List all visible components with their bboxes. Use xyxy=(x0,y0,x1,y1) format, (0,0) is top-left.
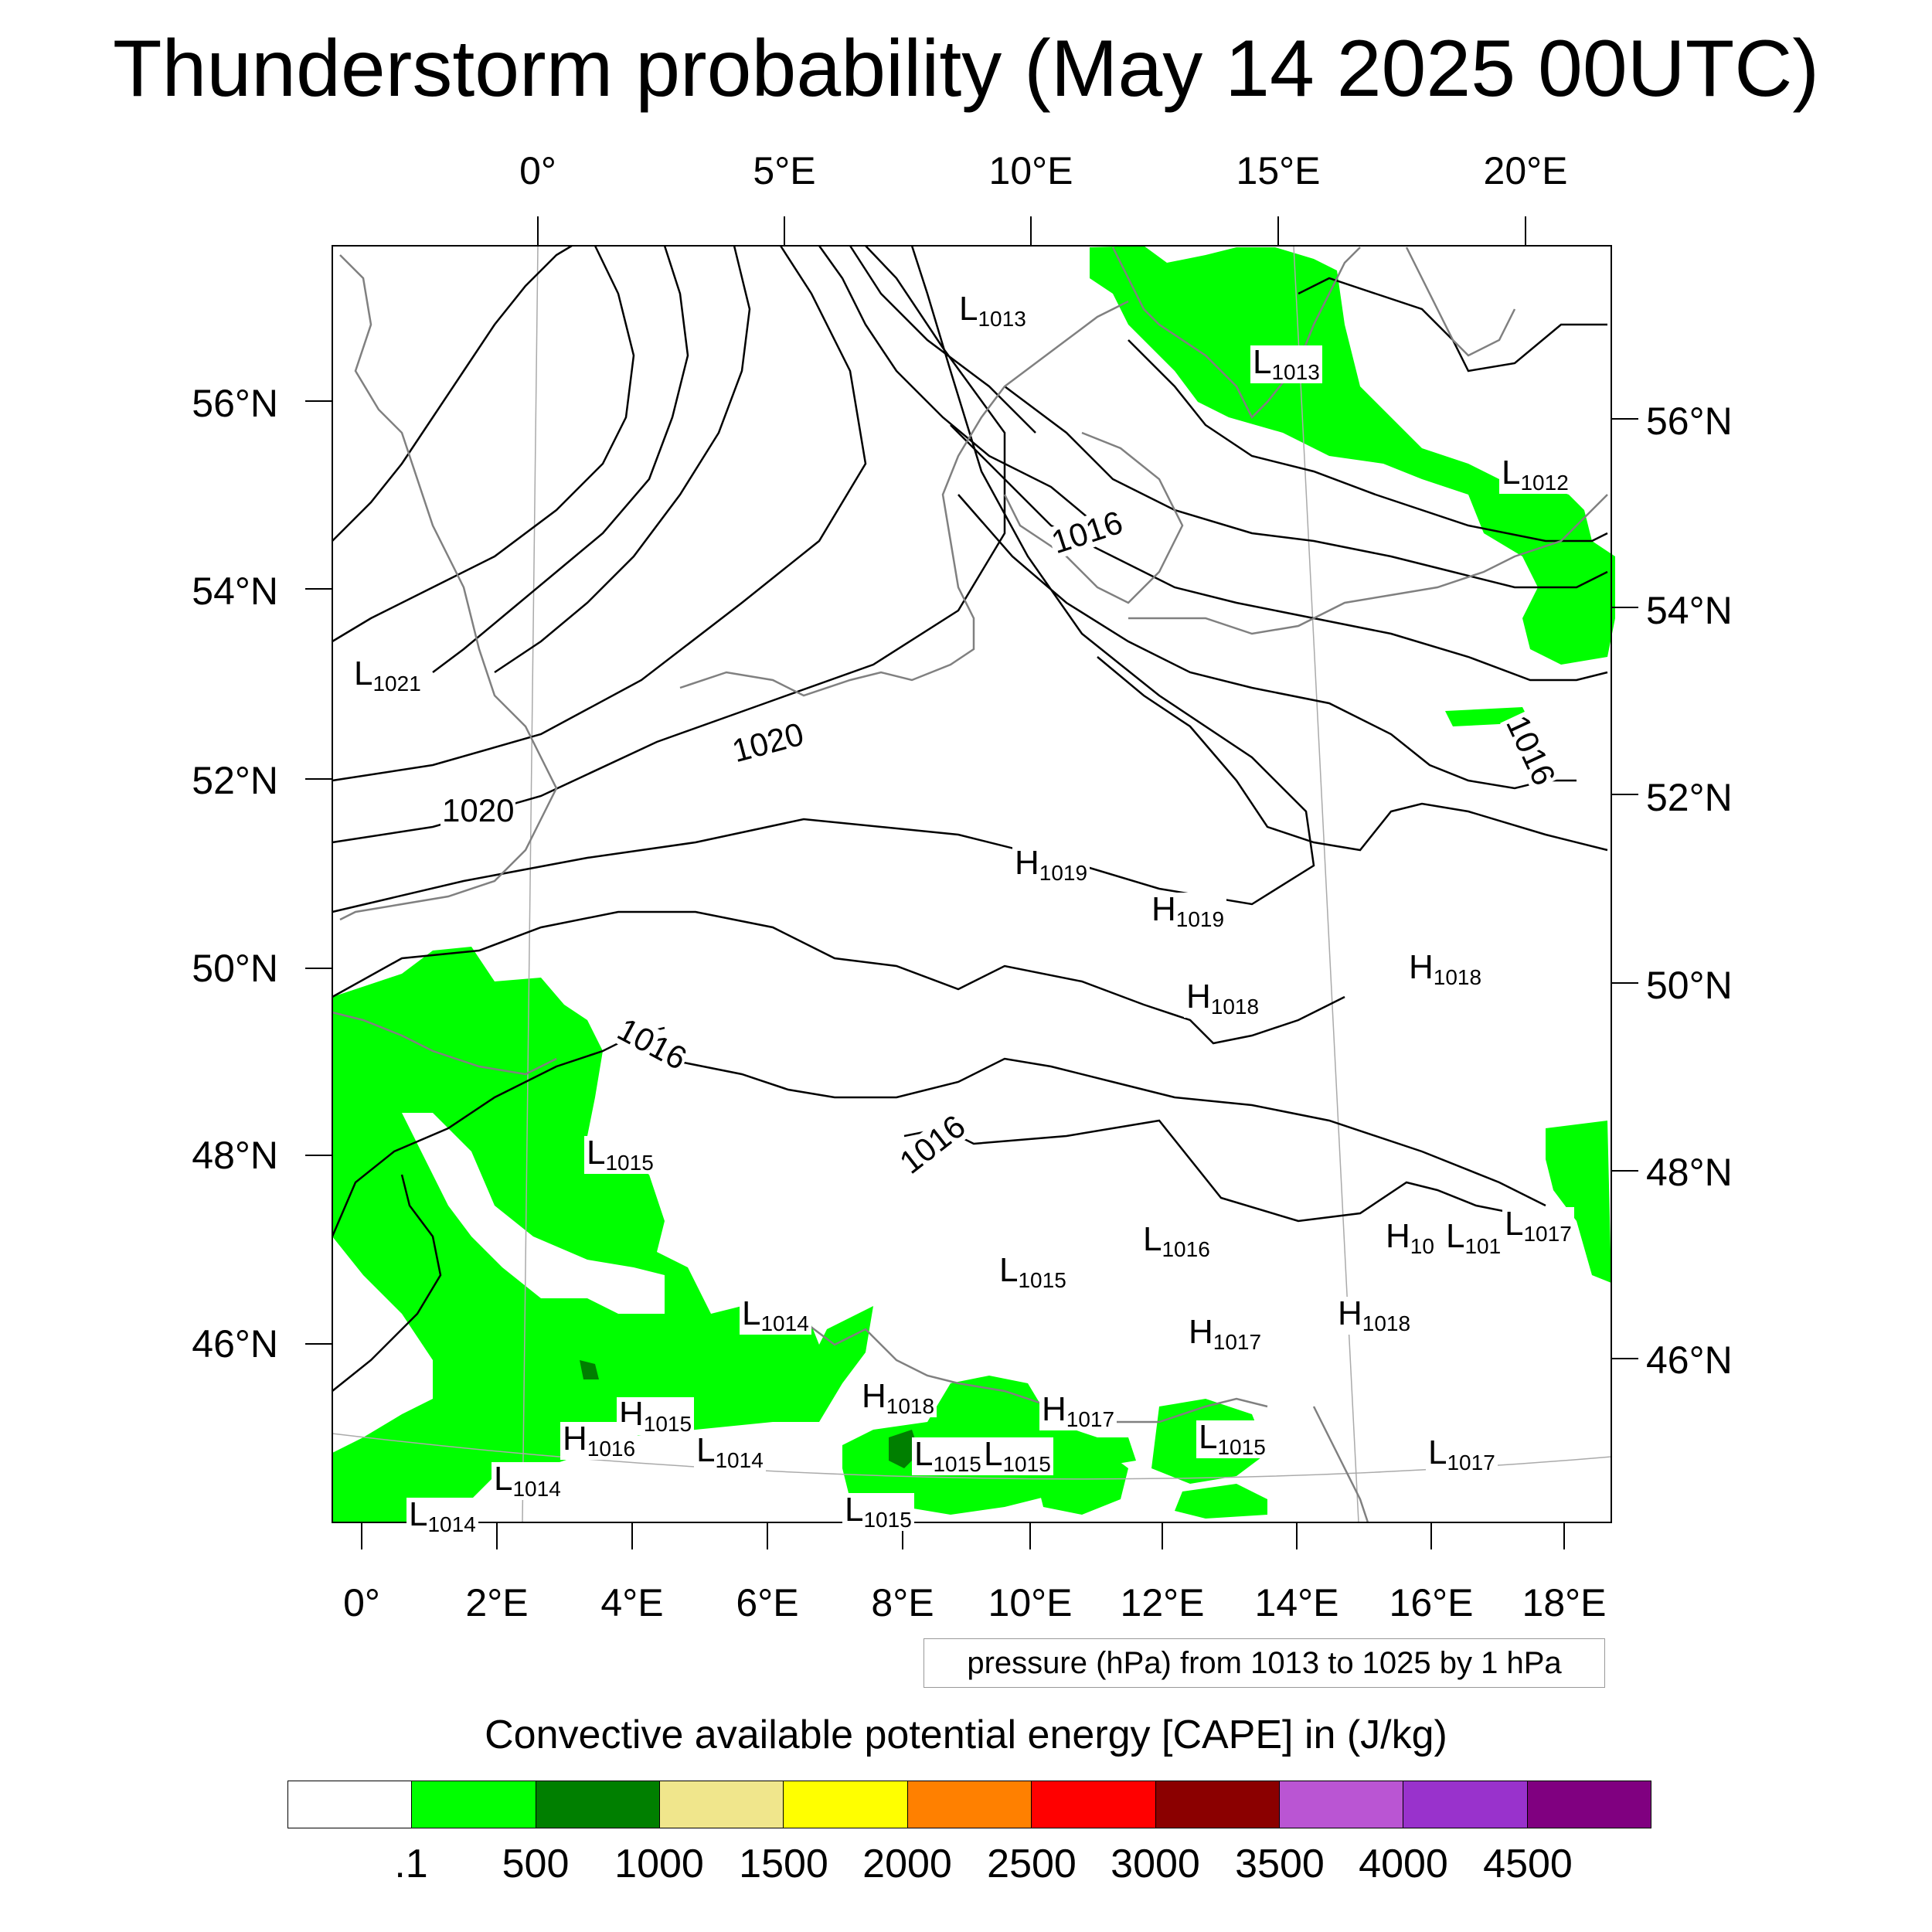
pressure-center-label: H1016 xyxy=(560,1422,638,1460)
tick-label: 52°N xyxy=(192,759,278,802)
tick-label: 50°N xyxy=(1646,964,1733,1007)
pressure-center-label: L1015 xyxy=(1196,1420,1268,1458)
colorbar-label: 2000 xyxy=(862,1842,952,1886)
pressure-center-label: L1015 xyxy=(842,1493,914,1531)
cape-area-west xyxy=(332,947,873,1522)
colorbar-swatch xyxy=(784,1781,908,1828)
colorbar-label: 3500 xyxy=(1235,1842,1325,1886)
colorbar-label: 4000 xyxy=(1359,1842,1448,1886)
pressure-center-label: L1015 xyxy=(912,1437,984,1475)
colorbar-swatch xyxy=(907,1781,1032,1828)
tick-label: 12°E xyxy=(1120,1581,1205,1624)
pressure-center-label: L1014 xyxy=(406,1498,478,1536)
pressure-center-label: H1018 xyxy=(1406,951,1485,988)
coastlines xyxy=(332,247,1608,1523)
tick-label: 0° xyxy=(343,1581,380,1624)
pressure-center-label: L101 xyxy=(1444,1219,1504,1257)
pressure-center-label: L1014 xyxy=(740,1297,811,1335)
pressure-center-label: L1021 xyxy=(352,657,423,695)
isobars xyxy=(331,244,1608,1392)
tick-label: 10°E xyxy=(988,149,1073,192)
tick-label: 54°N xyxy=(1646,589,1733,632)
map-title: Thunderstorm probability (May 14 2025 00… xyxy=(112,24,1820,114)
colorbar-label: 1000 xyxy=(614,1842,704,1886)
tick-label: 2°E xyxy=(465,1581,529,1624)
pressure-center-label: L1015 xyxy=(584,1136,656,1174)
colorbar-label: 500 xyxy=(502,1842,570,1886)
pressure-center-label: H1018 xyxy=(859,1379,937,1417)
tick-label: 56°N xyxy=(1646,400,1733,443)
tick-label: 18°E xyxy=(1522,1581,1607,1624)
pressure-center-label: L1013 xyxy=(957,292,1029,330)
cape-area-north xyxy=(1090,246,1615,665)
pressure-contour-note: pressure (hPa) from 1013 to 1025 by 1 hP… xyxy=(923,1638,1605,1688)
colorbar-label: 3000 xyxy=(1111,1842,1200,1886)
pressure-center-label: L1014 xyxy=(492,1462,563,1500)
tick-label: 10°E xyxy=(988,1581,1073,1624)
colorbar-swatch xyxy=(412,1781,536,1828)
cape-colorbar xyxy=(287,1781,1651,1828)
pressure-center-label: H10 xyxy=(1383,1219,1437,1257)
pressure-center-label: L1015 xyxy=(981,1437,1053,1475)
pressure-center-label: L1017 xyxy=(1502,1207,1574,1245)
colorbar-label: .1 xyxy=(394,1842,428,1886)
tick-label: 46°N xyxy=(192,1322,278,1366)
tick-label: 50°N xyxy=(192,947,278,990)
pressure-center-label: L1016 xyxy=(1141,1223,1213,1260)
tick-label: 15°E xyxy=(1236,149,1321,192)
tick-label: 8°E xyxy=(871,1581,934,1624)
tick-label: 0° xyxy=(519,149,556,192)
cape-gap-west xyxy=(402,1113,665,1314)
pressure-center-label: H1019 xyxy=(1149,893,1227,930)
cape-area-east xyxy=(1546,1121,1611,1283)
tick-label: 6°E xyxy=(736,1581,799,1624)
pressure-center-label: L1012 xyxy=(1499,456,1571,494)
tick-label: 52°N xyxy=(1646,776,1733,819)
pressure-center-label: H1018 xyxy=(1184,980,1262,1018)
tick-label: 4°E xyxy=(600,1581,664,1624)
legend-title: Convective available potential energy [C… xyxy=(485,1713,1447,1757)
pressure-center-label: H1017 xyxy=(1039,1393,1117,1430)
tick-label: 16°E xyxy=(1389,1581,1474,1624)
cape-area-south-mid xyxy=(1036,1445,1128,1515)
colorbar-swatch xyxy=(1155,1781,1280,1828)
tick-label: 46°N xyxy=(1646,1338,1733,1382)
colorbar-swatch xyxy=(536,1781,661,1828)
pressure-center-label: L1014 xyxy=(694,1434,766,1471)
colorbar-swatch xyxy=(1403,1781,1528,1828)
cape-area-alps-east xyxy=(1175,1484,1267,1519)
tick-label: 54°N xyxy=(192,570,278,613)
tick-label: 20°E xyxy=(1483,149,1568,192)
colorbar-swatch xyxy=(660,1781,784,1828)
colorbar-swatch xyxy=(1279,1781,1404,1828)
pressure-center-label: L1015 xyxy=(997,1253,1069,1291)
colorbar-swatch xyxy=(1527,1781,1651,1828)
colorbar-label: 1500 xyxy=(739,1842,828,1886)
pressure-center-label: H1019 xyxy=(1012,846,1090,884)
tick-label: 48°N xyxy=(192,1134,278,1177)
tick-label: 48°N xyxy=(1646,1151,1733,1194)
cape-dark-1 xyxy=(580,1360,599,1379)
tick-label: 5°E xyxy=(753,149,816,192)
colorbar-label: 2500 xyxy=(987,1842,1077,1886)
tick-label: 56°N xyxy=(192,382,278,425)
pressure-center-label: H1018 xyxy=(1335,1297,1413,1335)
pressure-center-label: L1017 xyxy=(1426,1436,1498,1474)
pressure-center-label: L1013 xyxy=(1250,345,1322,383)
isobar-label: 1020 xyxy=(440,792,516,828)
pressure-center-label: H1017 xyxy=(1186,1315,1264,1353)
colorbar-swatch xyxy=(288,1781,413,1828)
map-frame xyxy=(305,216,1638,1549)
colorbar-label: 4500 xyxy=(1483,1842,1573,1886)
colorbar-swatch xyxy=(1032,1781,1156,1828)
tick-label: 14°E xyxy=(1254,1581,1339,1624)
